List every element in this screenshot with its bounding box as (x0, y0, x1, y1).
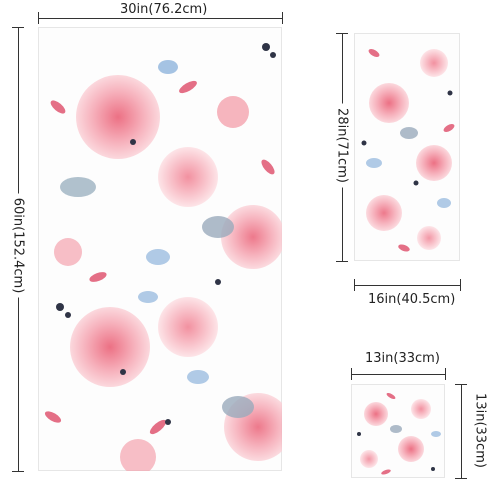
floral-pattern-bath (44, 43, 282, 471)
floral-pattern-wash (357, 392, 441, 475)
wash-width-label: 13in(33cm) (365, 351, 440, 366)
wash-height-tick-bottom (455, 478, 467, 479)
bath-width-tick-right (282, 12, 283, 24)
wash-height-label: 13in(33cm) (472, 390, 488, 471)
bath-width-line (38, 18, 282, 19)
wash-width-line (351, 374, 445, 375)
hand-width-label: 16in(40.5cm) (368, 292, 456, 307)
hand-height-tick-bottom (336, 261, 348, 262)
bath-towel (38, 27, 282, 471)
wash-height-line (461, 384, 462, 478)
hand-width-line (354, 285, 460, 286)
bath-height-label: 60in(152.4cm) (10, 193, 26, 298)
hand-height-label: 28in(71cm) (334, 103, 350, 188)
wash-cloth (351, 384, 445, 478)
floral-pattern-hand (361, 49, 455, 252)
bath-width-label: 30in(76.2cm) (118, 2, 210, 17)
wash-width-tick-right (445, 368, 446, 380)
bath-height-tick-bottom (12, 471, 24, 472)
hand-towel (354, 33, 460, 261)
hand-width-tick-right (460, 279, 461, 291)
